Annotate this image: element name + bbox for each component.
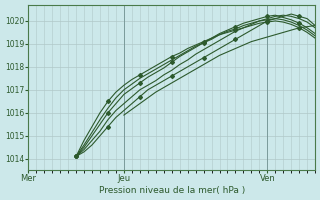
X-axis label: Pression niveau de la mer( hPa ): Pression niveau de la mer( hPa ) [99, 186, 245, 195]
